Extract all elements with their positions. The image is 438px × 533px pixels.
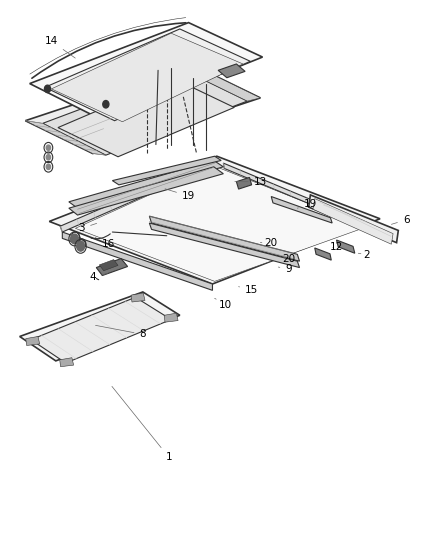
Polygon shape <box>20 292 180 361</box>
Polygon shape <box>113 156 221 185</box>
Polygon shape <box>99 260 118 271</box>
Text: 8: 8 <box>95 325 146 340</box>
Polygon shape <box>60 358 74 367</box>
Polygon shape <box>149 216 300 261</box>
Polygon shape <box>58 78 234 157</box>
Polygon shape <box>237 177 252 189</box>
Circle shape <box>46 155 50 160</box>
Polygon shape <box>43 70 247 155</box>
Circle shape <box>77 241 85 251</box>
Text: 13: 13 <box>235 176 267 187</box>
Polygon shape <box>315 248 331 260</box>
Polygon shape <box>149 223 300 268</box>
Polygon shape <box>60 161 211 232</box>
Polygon shape <box>96 259 127 276</box>
Text: 3: 3 <box>78 223 97 233</box>
Polygon shape <box>69 160 223 208</box>
Polygon shape <box>31 297 171 363</box>
Polygon shape <box>51 33 243 122</box>
Text: 2: 2 <box>358 250 370 260</box>
Text: 19: 19 <box>297 199 317 209</box>
Polygon shape <box>25 120 106 155</box>
Circle shape <box>71 234 78 244</box>
Text: 14: 14 <box>45 36 75 58</box>
Polygon shape <box>271 197 332 223</box>
Polygon shape <box>309 195 398 243</box>
Polygon shape <box>223 163 375 231</box>
Text: 10: 10 <box>215 298 232 310</box>
Polygon shape <box>164 313 178 322</box>
Polygon shape <box>184 65 260 101</box>
Polygon shape <box>62 232 212 290</box>
Polygon shape <box>69 167 223 215</box>
Polygon shape <box>25 65 260 154</box>
Text: 19: 19 <box>165 189 195 201</box>
Text: 20: 20 <box>260 238 278 248</box>
Polygon shape <box>45 29 251 120</box>
Polygon shape <box>336 240 355 253</box>
Circle shape <box>74 235 78 239</box>
Circle shape <box>46 164 50 169</box>
Text: 1: 1 <box>112 386 172 463</box>
Text: 9: 9 <box>278 264 292 274</box>
Polygon shape <box>313 199 393 244</box>
Polygon shape <box>30 22 262 120</box>
Circle shape <box>103 101 109 108</box>
Polygon shape <box>49 156 380 284</box>
Polygon shape <box>131 293 145 302</box>
Text: 12: 12 <box>330 243 343 253</box>
Circle shape <box>80 241 84 246</box>
Circle shape <box>45 85 50 93</box>
Polygon shape <box>75 166 367 281</box>
Text: 4: 4 <box>89 272 107 282</box>
Text: 16: 16 <box>95 237 115 249</box>
Text: 15: 15 <box>239 285 258 295</box>
Text: 6: 6 <box>392 215 410 225</box>
Text: 20: 20 <box>282 254 295 263</box>
Polygon shape <box>26 336 40 345</box>
Polygon shape <box>218 64 245 78</box>
Circle shape <box>46 145 50 150</box>
